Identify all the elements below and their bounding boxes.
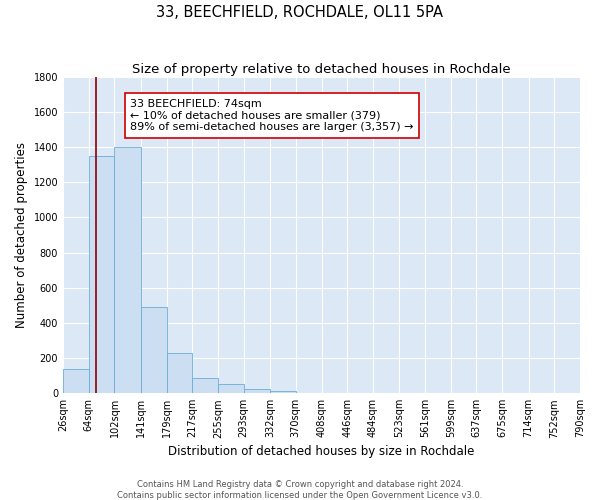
X-axis label: Distribution of detached houses by size in Rochdale: Distribution of detached houses by size … bbox=[169, 444, 475, 458]
Bar bbox=[270, 392, 296, 393]
Bar bbox=[218, 384, 244, 393]
Text: Contains HM Land Registry data © Crown copyright and database right 2024.
Contai: Contains HM Land Registry data © Crown c… bbox=[118, 480, 482, 500]
Bar bbox=[192, 378, 218, 393]
Title: Size of property relative to detached houses in Rochdale: Size of property relative to detached ho… bbox=[132, 62, 511, 76]
Text: 33 BEECHFIELD: 74sqm
← 10% of detached houses are smaller (379)
89% of semi-deta: 33 BEECHFIELD: 74sqm ← 10% of detached h… bbox=[130, 99, 414, 132]
Bar bbox=[141, 307, 167, 393]
Y-axis label: Number of detached properties: Number of detached properties bbox=[15, 142, 28, 328]
Bar bbox=[115, 147, 141, 393]
Text: 33, BEECHFIELD, ROCHDALE, OL11 5PA: 33, BEECHFIELD, ROCHDALE, OL11 5PA bbox=[157, 5, 443, 20]
Bar bbox=[89, 156, 115, 393]
Bar bbox=[63, 368, 89, 393]
Bar bbox=[244, 389, 270, 393]
Bar bbox=[167, 352, 192, 393]
